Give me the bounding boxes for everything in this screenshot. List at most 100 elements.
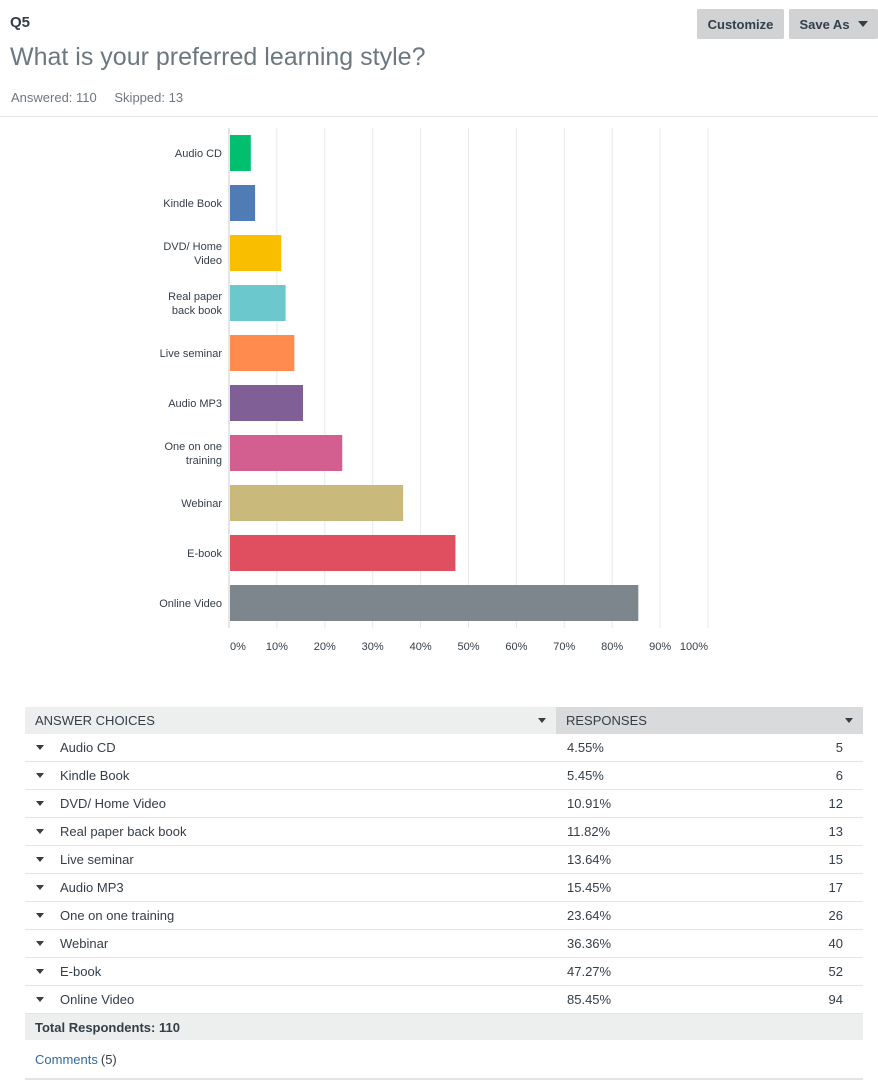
percent-cell: 13.64%: [567, 852, 612, 867]
count-cell: 26: [828, 908, 843, 923]
x-tick-label: 100%: [680, 641, 708, 653]
percent-cell: 5.45%: [567, 768, 604, 783]
table-row: E-book 47.27% 52: [25, 958, 863, 986]
x-tick-label: 10%: [266, 641, 288, 653]
choice-label: Real paper back book: [60, 824, 187, 839]
answer-choices-header[interactable]: ANSWER CHOICES: [25, 707, 556, 734]
answer-choices-header-label: ANSWER CHOICES: [35, 713, 155, 728]
count-cell: 15: [828, 852, 843, 867]
category-label: Webinar: [181, 498, 222, 510]
percent-cell: 11.82%: [567, 824, 611, 839]
x-tick-label: 20%: [314, 641, 336, 653]
expand-caret-icon[interactable]: [36, 997, 44, 1002]
expand-caret-icon[interactable]: [36, 773, 44, 778]
table-row: Real paper back book 11.82% 13: [25, 818, 863, 846]
count-cell: 13: [828, 824, 843, 839]
x-tick-label: 40%: [410, 641, 432, 653]
bar[interactable]: [230, 535, 456, 571]
choice-label: Audio MP3: [60, 880, 124, 895]
bar[interactable]: [230, 485, 404, 521]
sort-caret-icon[interactable]: [538, 718, 546, 723]
category-label: Audio CD: [175, 148, 222, 160]
sort-caret-icon[interactable]: [845, 718, 853, 723]
expand-caret-icon[interactable]: [36, 969, 44, 974]
x-tick-label: 30%: [362, 641, 384, 653]
responses-header-label: RESPONSES: [566, 713, 647, 728]
expand-caret-icon[interactable]: [36, 829, 44, 834]
percent-cell: 23.64%: [567, 908, 612, 923]
choice-cell: Live seminar: [25, 852, 557, 867]
bar[interactable]: [230, 585, 639, 621]
table-row: Audio MP3 15.45% 17: [25, 874, 863, 902]
count-cell: 17: [828, 880, 843, 895]
bar[interactable]: [230, 335, 295, 371]
expand-caret-icon[interactable]: [36, 857, 44, 862]
percent-cell: 85.45%: [567, 992, 612, 1007]
x-tick-label: 0%: [230, 641, 246, 653]
percent-cell: 4.55%: [567, 740, 604, 755]
divider: [0, 116, 878, 117]
x-tick-label: 70%: [553, 641, 575, 653]
answered-count: Answered: 110: [11, 90, 97, 105]
customize-button[interactable]: Customize: [697, 9, 784, 39]
table-row: Online Video 85.45% 94: [25, 986, 863, 1014]
save-as-label: Save As: [799, 16, 850, 32]
choice-cell: Online Video: [25, 992, 557, 1007]
count-cell: 40: [828, 936, 843, 951]
count-cell: 12: [828, 796, 843, 811]
bar[interactable]: [230, 135, 251, 171]
total-respondents: Total Respondents: 110: [25, 1014, 863, 1040]
percent-cell: 10.91%: [567, 796, 612, 811]
category-label: Live seminar: [160, 348, 223, 360]
bar[interactable]: [230, 285, 286, 321]
bar[interactable]: [230, 435, 343, 471]
choice-label: E-book: [60, 964, 102, 979]
choice-cell: DVD/ Home Video: [25, 796, 557, 811]
choice-cell: One on one training: [25, 908, 557, 923]
category-label: Kindle Book: [163, 198, 222, 210]
comments-link[interactable]: Comments: [35, 1051, 98, 1067]
count-cell: 6: [835, 768, 843, 783]
question-title: What is your preferred learning style?: [10, 43, 426, 71]
choice-label: Webinar: [60, 936, 109, 951]
chevron-down-icon: [857, 21, 868, 27]
bar[interactable]: [230, 185, 256, 221]
answer-choices-table: ANSWER CHOICES RESPONSES Audio CD 4.55% 5 K…: [25, 707, 863, 1080]
x-tick-label: 50%: [457, 641, 479, 653]
table-header: ANSWER CHOICES RESPONSES: [25, 707, 863, 734]
percent-cell: 15.45%: [567, 880, 612, 895]
category-label: DVD/ Home Video: [163, 241, 222, 267]
question-number: Q5: [10, 14, 31, 31]
count-cell: 94: [828, 992, 843, 1007]
choice-cell: Audio CD: [25, 740, 557, 755]
choice-label: Audio CD: [60, 740, 116, 755]
choice-cell: E-book: [25, 964, 557, 979]
category-label: One on one training: [165, 441, 223, 467]
category-label: E-book: [187, 548, 222, 560]
percent-cell: 36.36%: [567, 936, 612, 951]
choice-cell: Real paper back book: [25, 824, 557, 839]
expand-caret-icon[interactable]: [36, 745, 44, 750]
table-row: DVD/ Home Video 10.91% 12: [25, 790, 863, 818]
responses-header[interactable]: RESPONSES: [556, 707, 863, 734]
expand-caret-icon[interactable]: [36, 801, 44, 806]
category-label: Real paper back book: [168, 291, 222, 317]
bar[interactable]: [230, 385, 304, 421]
expand-caret-icon[interactable]: [36, 941, 44, 946]
choice-cell: Webinar: [25, 936, 557, 951]
expand-caret-icon[interactable]: [36, 885, 44, 890]
save-as-button[interactable]: Save As: [789, 9, 878, 39]
choice-cell: Audio MP3: [25, 880, 557, 895]
table-row: Live seminar 13.64% 15: [25, 846, 863, 874]
comments-row: Comments (5): [25, 1040, 863, 1080]
bar[interactable]: [230, 235, 282, 271]
table-row: One on one training 23.64% 26: [25, 902, 863, 930]
count-cell: 52: [828, 964, 843, 979]
expand-caret-icon[interactable]: [36, 913, 44, 918]
table-row: Kindle Book 5.45% 6: [25, 762, 863, 790]
skipped-count: Skipped: 13: [114, 90, 184, 105]
choice-cell: Kindle Book: [25, 768, 557, 783]
x-tick-label: 80%: [601, 641, 623, 653]
comments-count: (5): [100, 1051, 117, 1067]
response-stats: Answered: 110 Skipped: 13: [11, 90, 183, 105]
